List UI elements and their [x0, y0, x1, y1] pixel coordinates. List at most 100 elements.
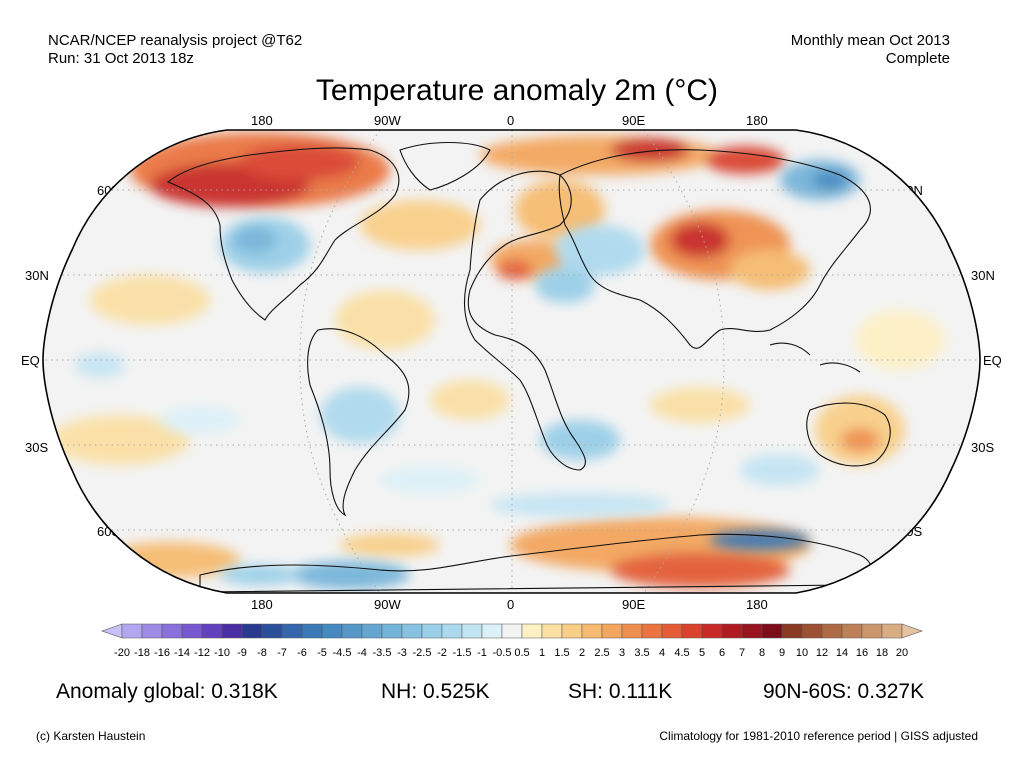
colorbar-tick: -20: [114, 647, 130, 659]
colorbar-tick-labels: -20 -18 -16 -1 4 -12 -10 -9 -8 -7 -6 -5 -4.5 -4 -3.5 -3…: [0, 647, 1024, 663]
colorbar-tick: 4: [658, 647, 666, 659]
colorbar-tick: 12: [815, 647, 829, 659]
colorbar-swatch: [601, 623, 623, 639]
colorbar-tick: -4.5: [332, 647, 352, 659]
colorbar-swatch: [881, 623, 903, 639]
colorbar-tick: 7: [738, 647, 746, 659]
lat-label-left-30n: 30N: [25, 268, 49, 283]
colorbar-swatch: [201, 623, 223, 639]
colorbar-tick: -12: [194, 647, 210, 659]
lon-label-top-180e: 180: [746, 113, 768, 128]
colorbar-swatch: [181, 623, 203, 639]
run-label: Run: 31 Oct 2013 18z: [48, 50, 194, 67]
colorbar-swatch: [421, 623, 443, 639]
colorbar-tick: 1.5: [554, 647, 570, 659]
colorbar-tick: -16: [154, 647, 170, 659]
colorbar-tick: 6: [718, 647, 726, 659]
colorbar-tick: -1: [477, 647, 487, 659]
colorbar-tick: 0.5: [514, 647, 530, 659]
stat-arctic: 90N-60S: 0.327K: [763, 680, 925, 703]
colorbar-tick: 3: [618, 647, 626, 659]
colorbar-swatch: [261, 623, 283, 639]
colorbar-swatch: [661, 623, 683, 639]
colorbar-swatch: [121, 623, 143, 639]
colorbar-swatch: [701, 623, 723, 639]
lon-label-bottom-180w: 180: [251, 597, 273, 612]
colorbar-arrow-high: [901, 623, 923, 639]
colorbar-swatch: [241, 623, 263, 639]
lon-label-bottom-0: 0: [507, 597, 515, 612]
colorbar-swatch: [361, 623, 383, 639]
colorbar-tick: 20: [895, 647, 909, 659]
colorbar-tick: -7: [277, 647, 287, 659]
colorbar-swatch: [221, 623, 243, 639]
stat-nh: NH: 0.525K: [381, 680, 490, 703]
colorbar-swatch: [761, 623, 783, 639]
lat-label-left-eq: EQ: [21, 353, 40, 368]
colorbar-swatch: [841, 623, 863, 639]
lon-label-bottom-90e: 90E: [622, 597, 646, 612]
colorbar-swatch: [521, 623, 543, 639]
colorbar: [101, 623, 923, 639]
colorbar-swatch: [141, 623, 163, 639]
colorbar-tick: 10: [795, 647, 809, 659]
colorbar-swatch: [821, 623, 843, 639]
stat-global: Anomaly global: 0.318K: [56, 680, 278, 703]
colorbar-tick: 2: [578, 647, 586, 659]
source-label: NCAR/NCEP reanalysis project @T62: [48, 32, 303, 49]
colorbar-tick: -2.5: [412, 647, 432, 659]
lon-label-top-0: 0: [507, 113, 515, 128]
lon-label-bottom-180e: 180: [746, 597, 768, 612]
colorbar-tick: 9: [778, 647, 786, 659]
colorbar-tick: -4: [357, 647, 367, 659]
colorbar-tick: 5: [698, 647, 706, 659]
colorbar-tick: -9: [237, 647, 247, 659]
colorbar-tick: 3.5: [634, 647, 650, 659]
colorbar-swatch: [801, 623, 823, 639]
colorbar-swatch: [441, 623, 463, 639]
colorbar-swatch: [861, 623, 883, 639]
copyright-label: (c) Karsten Haustein: [36, 729, 146, 743]
colorbar-tick: 18: [875, 647, 889, 659]
colorbar-tick: -6: [297, 647, 307, 659]
colorbar-swatch: [321, 623, 343, 639]
lon-label-top-90e: 90E: [622, 113, 646, 128]
lon-label-top-180w: 180: [251, 113, 273, 128]
globe-outline: [42, 129, 981, 594]
period-label: Monthly mean Oct 2013: [790, 32, 950, 49]
colorbar-swatch: [301, 623, 323, 639]
stat-sh: SH: 0.111K: [568, 680, 673, 703]
colorbar-tick: 8: [758, 647, 766, 659]
colorbar-tick: 4.5: [674, 647, 690, 659]
lat-label-left-30s: 30S: [25, 440, 49, 455]
colorbar-swatch: [781, 623, 803, 639]
colorbar-tick: -0.5: [492, 647, 512, 659]
colorbar-tick: -3.5: [372, 647, 392, 659]
colorbar-tick: -8: [257, 647, 267, 659]
colorbar-tick: -3: [397, 647, 407, 659]
colorbar-tick: -2: [437, 647, 447, 659]
colorbar-swatch: [161, 623, 183, 639]
colorbar-swatch: [381, 623, 403, 639]
lon-label-bottom-90w: 90W: [374, 597, 401, 612]
climatology-note: Climatology for 1981-2010 reference peri…: [659, 729, 978, 743]
colorbar-swatch: [561, 623, 583, 639]
colorbar-tick: -18: [134, 647, 150, 659]
colorbar-swatch: [721, 623, 743, 639]
lon-label-top-90w: 90W: [374, 113, 401, 128]
colorbar-swatch: [341, 623, 363, 639]
colorbar-tick: 1: [538, 647, 546, 659]
colorbar-swatch: [461, 623, 483, 639]
colorbar-swatch: [541, 623, 563, 639]
colorbar-swatch: [581, 623, 603, 639]
colorbar-tick: 16: [855, 647, 869, 659]
colorbar-swatch: [401, 623, 423, 639]
colorbar-swatch: [681, 623, 703, 639]
graticule: [43, 130, 980, 593]
lat-label-right-30n: 30N: [971, 268, 995, 283]
coastlines: [166, 141, 891, 593]
colorbar-tick: -10: [214, 647, 230, 659]
colorbar-swatch: [281, 623, 303, 639]
colorbar-tick: -5: [317, 647, 327, 659]
